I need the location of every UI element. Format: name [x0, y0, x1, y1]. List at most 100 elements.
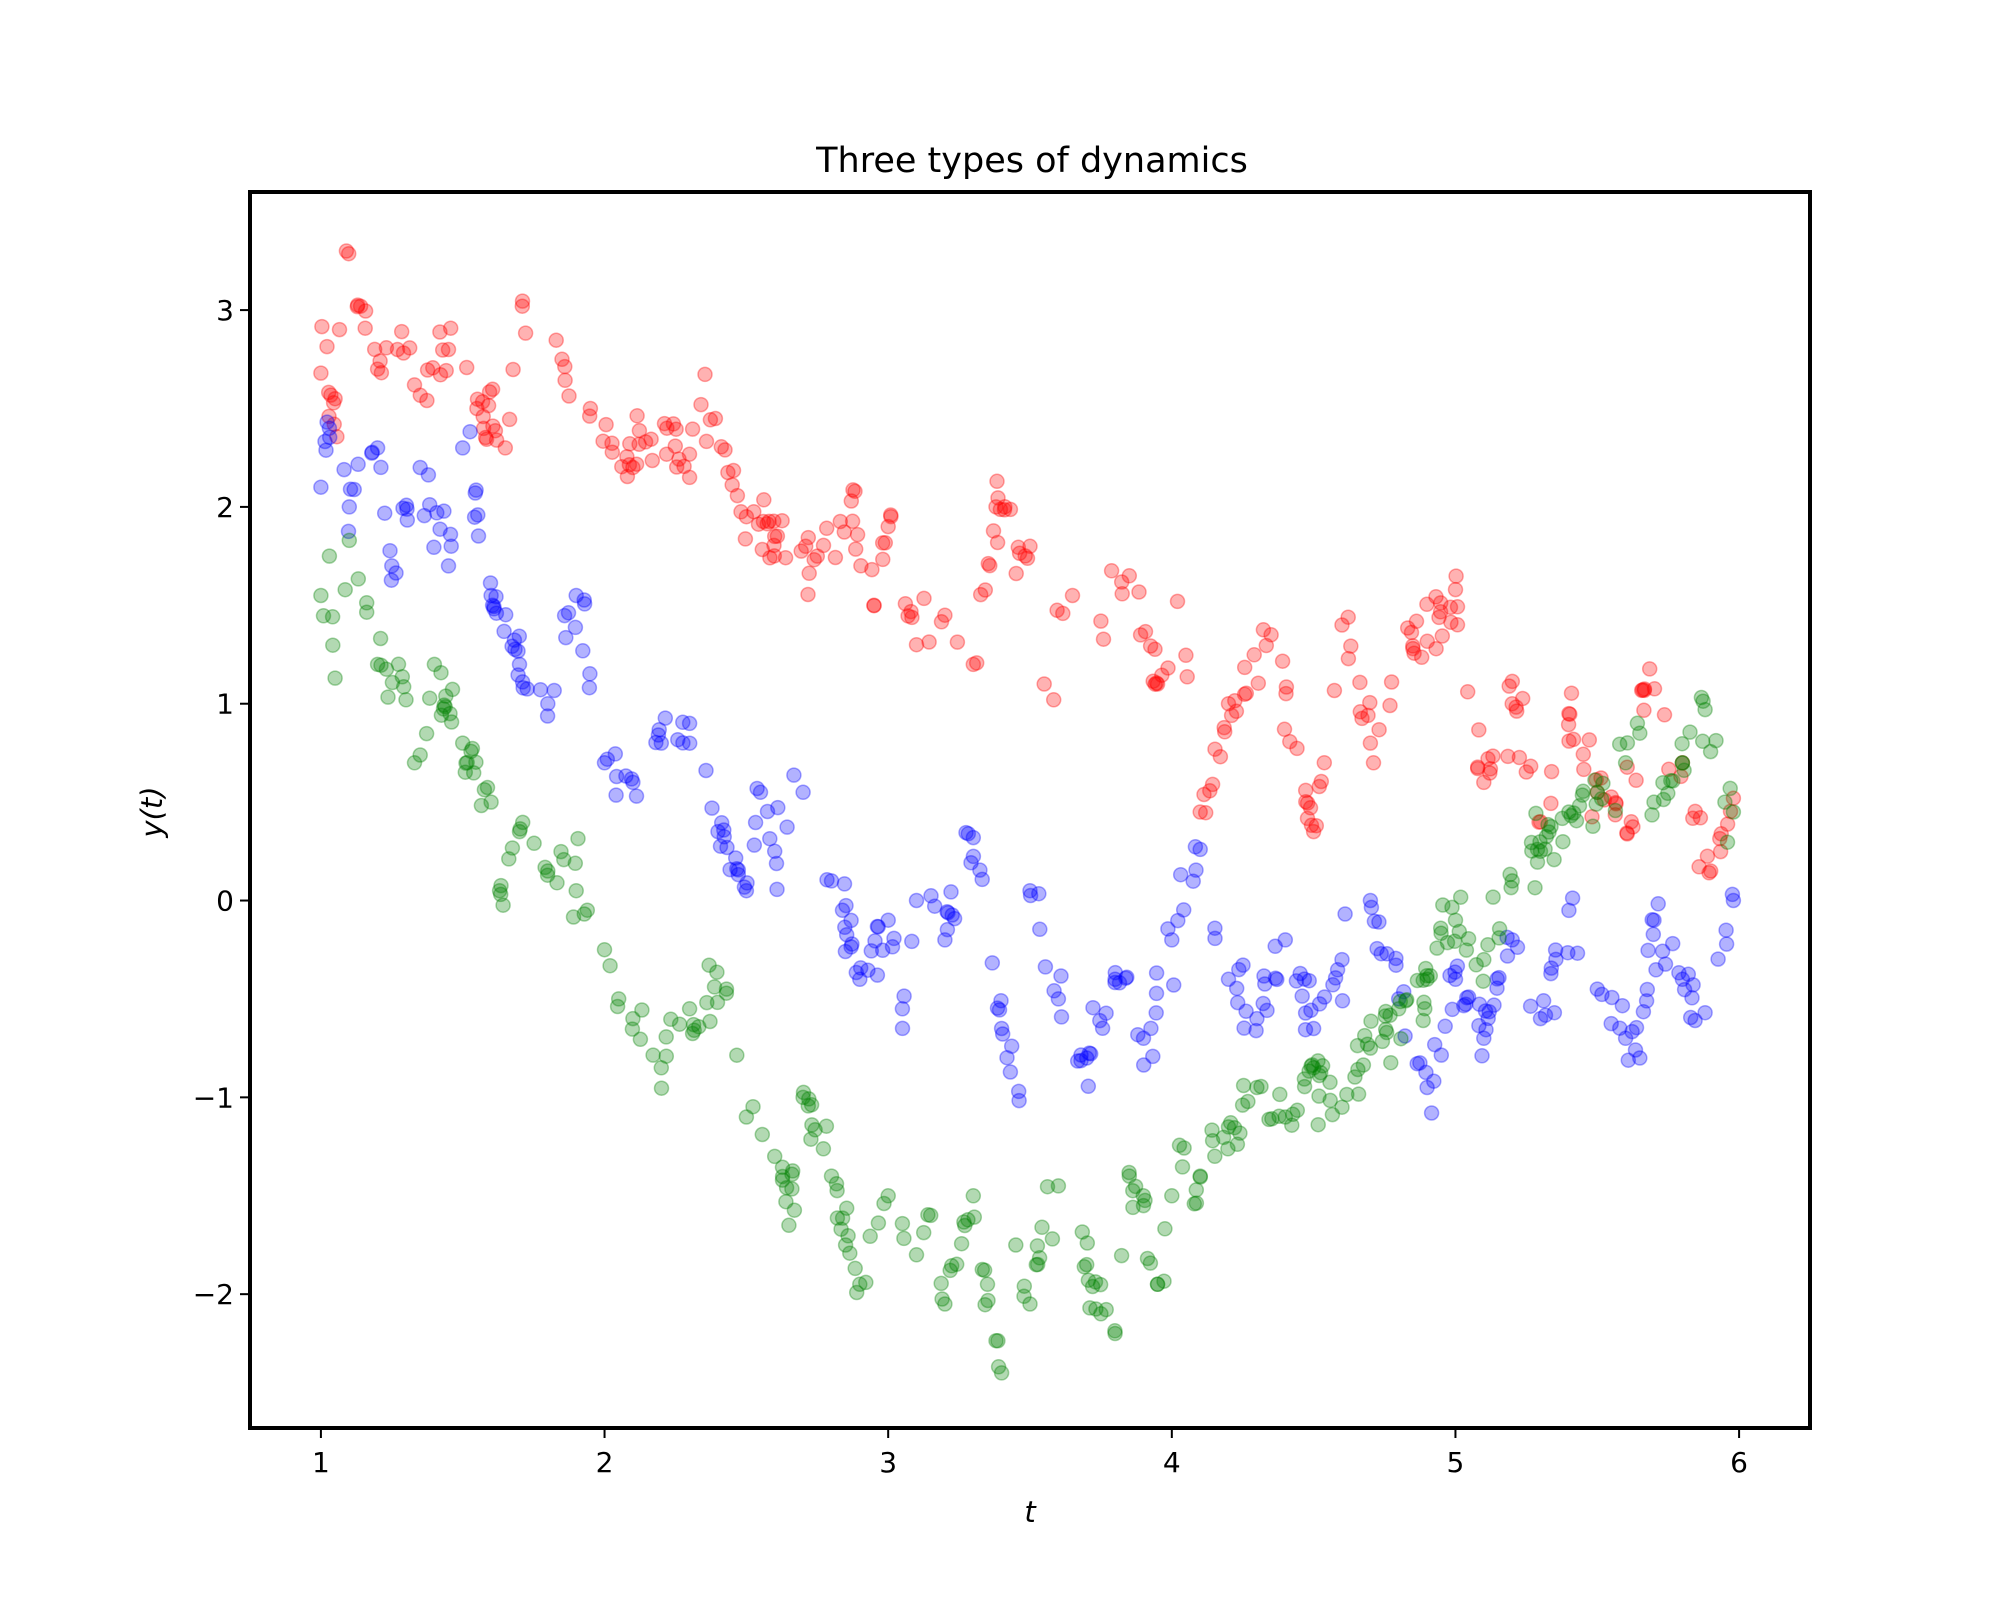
data-point — [1646, 794, 1662, 810]
data-point — [675, 714, 691, 731]
data-point — [836, 876, 853, 892]
data-point — [756, 492, 772, 508]
data-point — [949, 634, 966, 650]
data-point — [759, 803, 776, 820]
data-point — [656, 415, 673, 432]
data-point — [1603, 1015, 1619, 1032]
data-point — [1674, 755, 1691, 771]
data-point — [1207, 930, 1223, 947]
data-point — [557, 358, 573, 375]
data-point — [1509, 939, 1526, 956]
data-point — [1296, 1071, 1313, 1087]
data-point — [395, 500, 411, 516]
data-point — [1655, 774, 1671, 791]
data-point — [697, 366, 713, 383]
data-point — [1459, 989, 1475, 1006]
data-point — [653, 735, 670, 751]
data-point — [980, 555, 997, 572]
data-point — [504, 638, 520, 655]
data-point — [1469, 760, 1486, 777]
data-point — [488, 605, 505, 621]
data-point — [1084, 1278, 1101, 1295]
data-point — [1629, 715, 1646, 732]
data-point — [1560, 716, 1577, 733]
data-point — [560, 605, 577, 621]
data-point — [433, 664, 449, 681]
data-point — [475, 420, 492, 437]
data-point — [486, 598, 502, 615]
data-point — [1408, 613, 1425, 630]
data-point — [1098, 1301, 1114, 1318]
data-point — [1294, 988, 1310, 1004]
data-point — [1236, 659, 1253, 676]
data-point — [1614, 997, 1631, 1014]
data-point — [713, 439, 730, 455]
data-point — [358, 595, 375, 611]
data-point — [1149, 1276, 1166, 1293]
data-point — [766, 843, 783, 860]
data-point — [908, 892, 925, 909]
data-point — [988, 499, 1004, 515]
data-point — [838, 897, 854, 914]
data-point — [843, 912, 859, 929]
data-point — [1665, 773, 1681, 789]
data-point — [864, 561, 880, 578]
data-point — [1258, 637, 1275, 654]
data-point — [1036, 676, 1052, 692]
data-point — [1174, 1159, 1191, 1175]
data-point — [416, 507, 433, 524]
data-point — [1324, 1106, 1341, 1123]
data-point — [1032, 921, 1048, 938]
data-point — [1676, 981, 1693, 998]
data-point — [1142, 1255, 1159, 1271]
data-point — [1250, 675, 1267, 691]
data-point — [484, 597, 501, 614]
points-layer — [313, 243, 1742, 1381]
data-point — [507, 641, 523, 658]
data-point — [685, 1016, 702, 1033]
data-point — [401, 340, 418, 356]
data-point — [1725, 804, 1742, 820]
data-point — [1143, 1020, 1159, 1037]
data-point — [1354, 710, 1370, 727]
data-point — [324, 609, 341, 625]
data-point — [383, 572, 400, 588]
data-point — [323, 387, 339, 403]
data-point — [622, 436, 638, 452]
data-point — [1188, 1195, 1205, 1211]
data-point — [845, 482, 861, 498]
data-point — [596, 755, 613, 771]
data-point — [737, 531, 754, 547]
data-point — [766, 1148, 783, 1165]
data-point — [1148, 985, 1165, 1002]
data-point — [1633, 682, 1650, 699]
data-point — [786, 1202, 803, 1218]
data-point — [675, 735, 691, 751]
data-point — [326, 416, 342, 433]
data-point — [1362, 892, 1379, 909]
data-point — [1529, 841, 1546, 858]
data-point — [491, 882, 508, 899]
data-point — [1692, 810, 1709, 826]
data-point — [847, 541, 864, 557]
data-point — [670, 731, 686, 748]
data-point — [1650, 896, 1666, 912]
data-point — [1131, 584, 1147, 600]
data-point — [469, 400, 485, 417]
data-point — [342, 481, 359, 497]
data-point — [725, 462, 742, 479]
data-point — [833, 1221, 849, 1237]
data-point — [1093, 1306, 1109, 1322]
data-point — [443, 714, 460, 730]
data-point — [658, 1048, 675, 1064]
data-point — [1532, 834, 1548, 850]
data-point — [1029, 1238, 1046, 1254]
data-point — [1687, 1012, 1703, 1029]
data-point — [779, 819, 795, 835]
data-point — [1628, 772, 1644, 789]
data-point — [1595, 775, 1611, 792]
data-point — [1524, 843, 1540, 859]
data-point — [1589, 784, 1606, 801]
data-point — [1297, 782, 1314, 799]
data-point — [318, 442, 334, 458]
